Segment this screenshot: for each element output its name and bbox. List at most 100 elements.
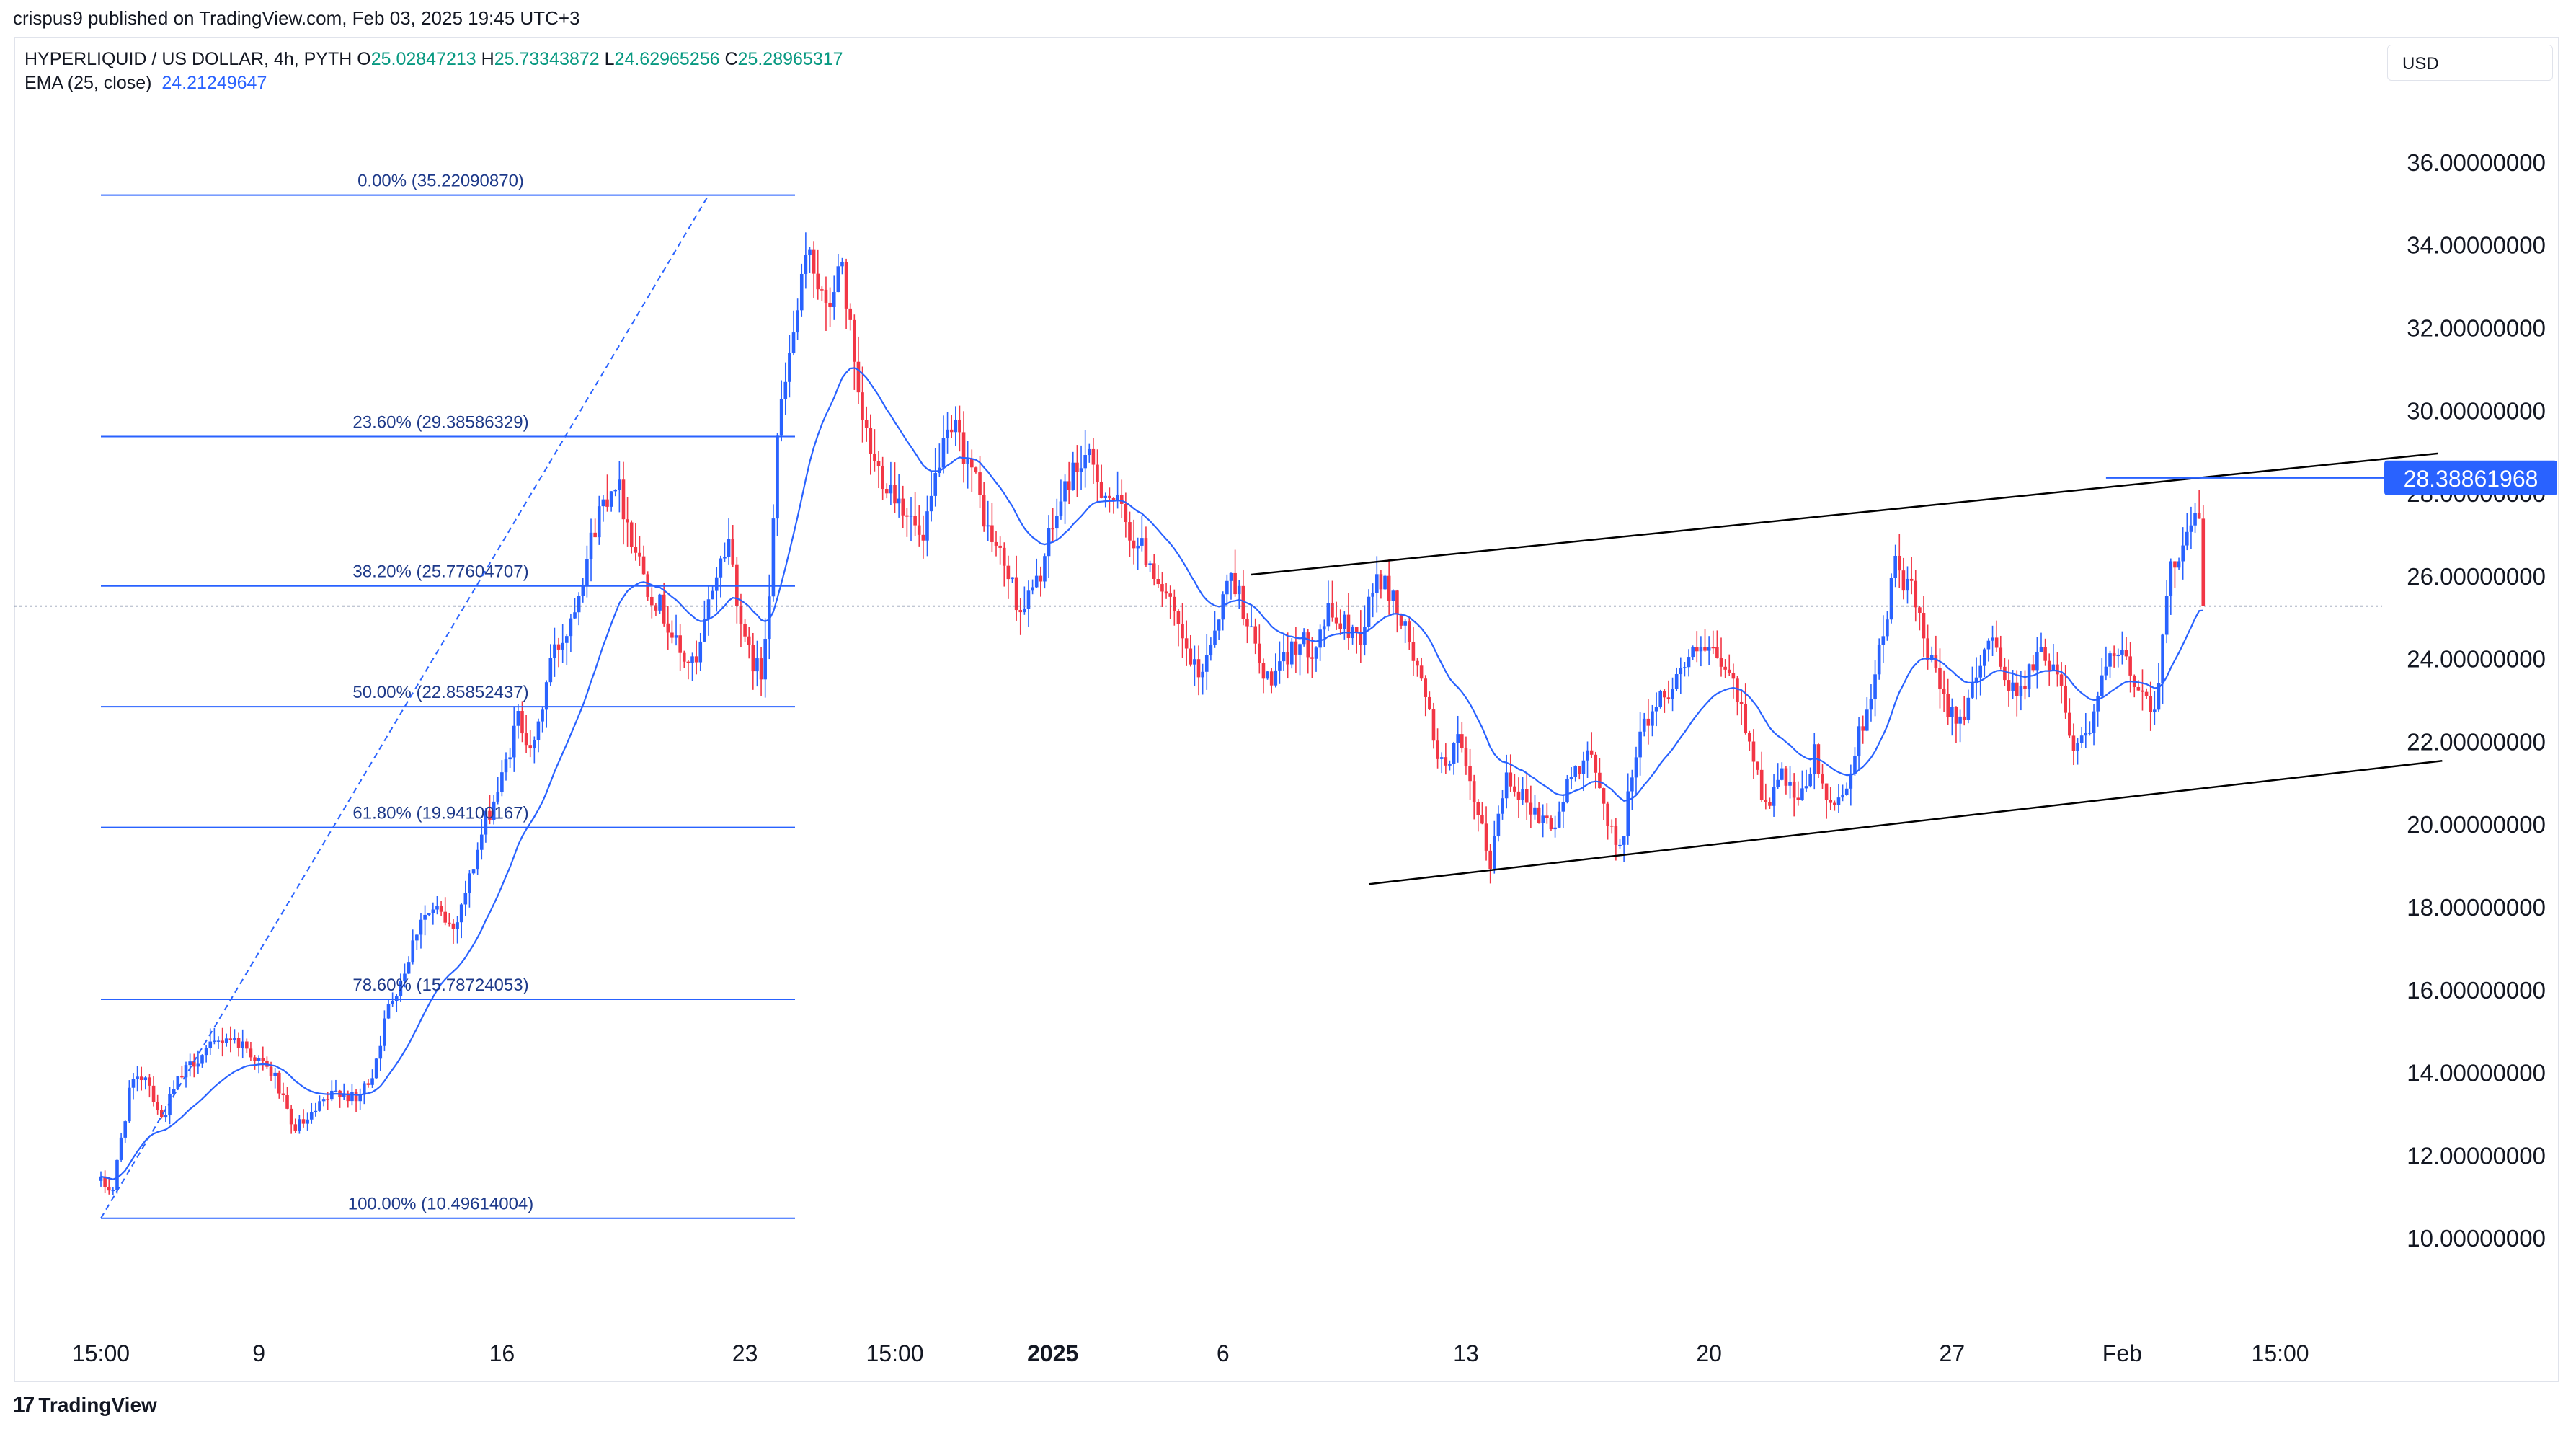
x-axis: 15:00 9 16 23 15:00 2025 6 13 20 27 Feb 15:00	[72, 1340, 2309, 1366]
candle-up	[273, 1072, 277, 1076]
candle-up	[776, 435, 779, 519]
candle-up	[808, 249, 812, 255]
candle-down	[1513, 786, 1516, 792]
price-badge-label: 28.38861968	[2404, 466, 2539, 492]
candle-up	[168, 1094, 172, 1115]
candle-down	[261, 1058, 265, 1061]
candle-up	[1581, 760, 1586, 774]
candle-down	[828, 302, 832, 307]
candle-up	[711, 590, 714, 600]
candle-down	[1173, 596, 1176, 611]
candle-down	[1723, 666, 1727, 670]
candle-down	[1545, 815, 1549, 818]
candle-down	[443, 911, 447, 923]
candle-down	[285, 1095, 289, 1109]
candle-down	[621, 479, 626, 520]
candle-down	[1468, 766, 1472, 782]
candle-up	[1626, 791, 1630, 836]
candle-up	[1991, 637, 1994, 641]
candle-up	[1034, 575, 1039, 588]
candle-down	[236, 1038, 241, 1048]
candle-down	[634, 547, 638, 553]
candle-down	[439, 906, 443, 912]
symbol-name[interactable]: HYPERLIQUID / US DOLLAR, 4h, PYTH	[25, 49, 352, 69]
candle-up	[1204, 655, 1209, 672]
currency-button[interactable]: USD	[2387, 45, 2553, 81]
candle-up	[1780, 768, 1784, 780]
candle-down	[1399, 614, 1403, 626]
candle-down	[1731, 673, 1736, 679]
ema-line	[100, 367, 2203, 1180]
candle-down	[1897, 556, 1901, 571]
x-tick-label: 9	[252, 1340, 265, 1366]
candle-up	[241, 1041, 244, 1048]
candle-up	[569, 618, 573, 637]
x-tick-label: 20	[1696, 1340, 1722, 1366]
candle-up	[723, 557, 727, 559]
fib-trend-line	[100, 195, 709, 1219]
tradingview-logo[interactable]: 17 TradingView	[13, 1393, 157, 1417]
candle-up	[1266, 671, 1269, 679]
fib-level-label: 23.60% (29.38586329)	[352, 413, 528, 433]
candle-up	[318, 1101, 321, 1111]
candle-down	[1663, 691, 1666, 698]
candle-down	[820, 289, 824, 291]
candle-down	[1261, 663, 1266, 679]
ema-label[interactable]: EMA (25, close)	[25, 73, 152, 93]
candle-down	[1379, 574, 1383, 590]
candle-up	[224, 1038, 228, 1043]
candle-up	[459, 904, 463, 923]
candle-up	[463, 893, 468, 905]
candle-down	[1419, 665, 1424, 679]
candle-down	[638, 552, 641, 557]
candle-up	[2051, 664, 2056, 671]
candle-up	[581, 585, 585, 596]
candle-up	[1671, 689, 1674, 699]
candle-down	[1099, 482, 1103, 498]
candle-up	[613, 490, 618, 492]
candle-up	[1849, 773, 1853, 789]
candle-up	[909, 516, 913, 517]
candle-down	[1156, 578, 1160, 585]
candle-up	[1651, 711, 1654, 726]
candle-down	[354, 1092, 358, 1102]
candle-up	[407, 962, 411, 974]
candle-up	[690, 656, 694, 663]
candle-down	[670, 632, 674, 638]
candle-up	[2157, 683, 2161, 710]
candle-down	[269, 1066, 273, 1076]
candle-down	[1529, 802, 1533, 815]
candle-down	[848, 308, 852, 320]
candle-up	[1209, 645, 1213, 655]
x-tick-label: 6	[1217, 1340, 1230, 1366]
candle-up	[216, 1040, 221, 1042]
candle-up	[1622, 836, 1626, 845]
candle-up	[804, 255, 808, 274]
x-tick-label: 15:00	[866, 1340, 923, 1366]
candle-up	[1804, 786, 1808, 789]
candle-up	[321, 1099, 326, 1102]
candle-up	[1971, 682, 1974, 698]
candle-up	[618, 479, 621, 490]
x-tick-label: 2025	[1027, 1340, 1078, 1366]
candle-down	[949, 429, 954, 433]
candle-up	[516, 711, 520, 726]
candle-up	[2185, 531, 2189, 546]
x-tick-label: 27	[1940, 1340, 1966, 1366]
candle-down	[1258, 643, 1261, 663]
chart-frame[interactable]	[14, 37, 2559, 1382]
candle-up	[419, 919, 423, 935]
candle-down	[221, 1040, 224, 1043]
candle-down	[1909, 578, 1914, 581]
candle-up	[1079, 468, 1083, 472]
channel-lower-line	[1368, 760, 2443, 885]
candle-up	[1047, 528, 1051, 557]
candle-down	[990, 525, 994, 542]
candle-down	[103, 1176, 107, 1187]
fibonacci-retracement: 0.00% (35.22090870) 23.60% (29.38586329) 3…	[100, 172, 795, 1219]
candle-up	[1403, 621, 1407, 626]
candle-down	[1476, 802, 1480, 815]
candle-up	[674, 635, 678, 638]
candle-up	[1148, 563, 1152, 565]
